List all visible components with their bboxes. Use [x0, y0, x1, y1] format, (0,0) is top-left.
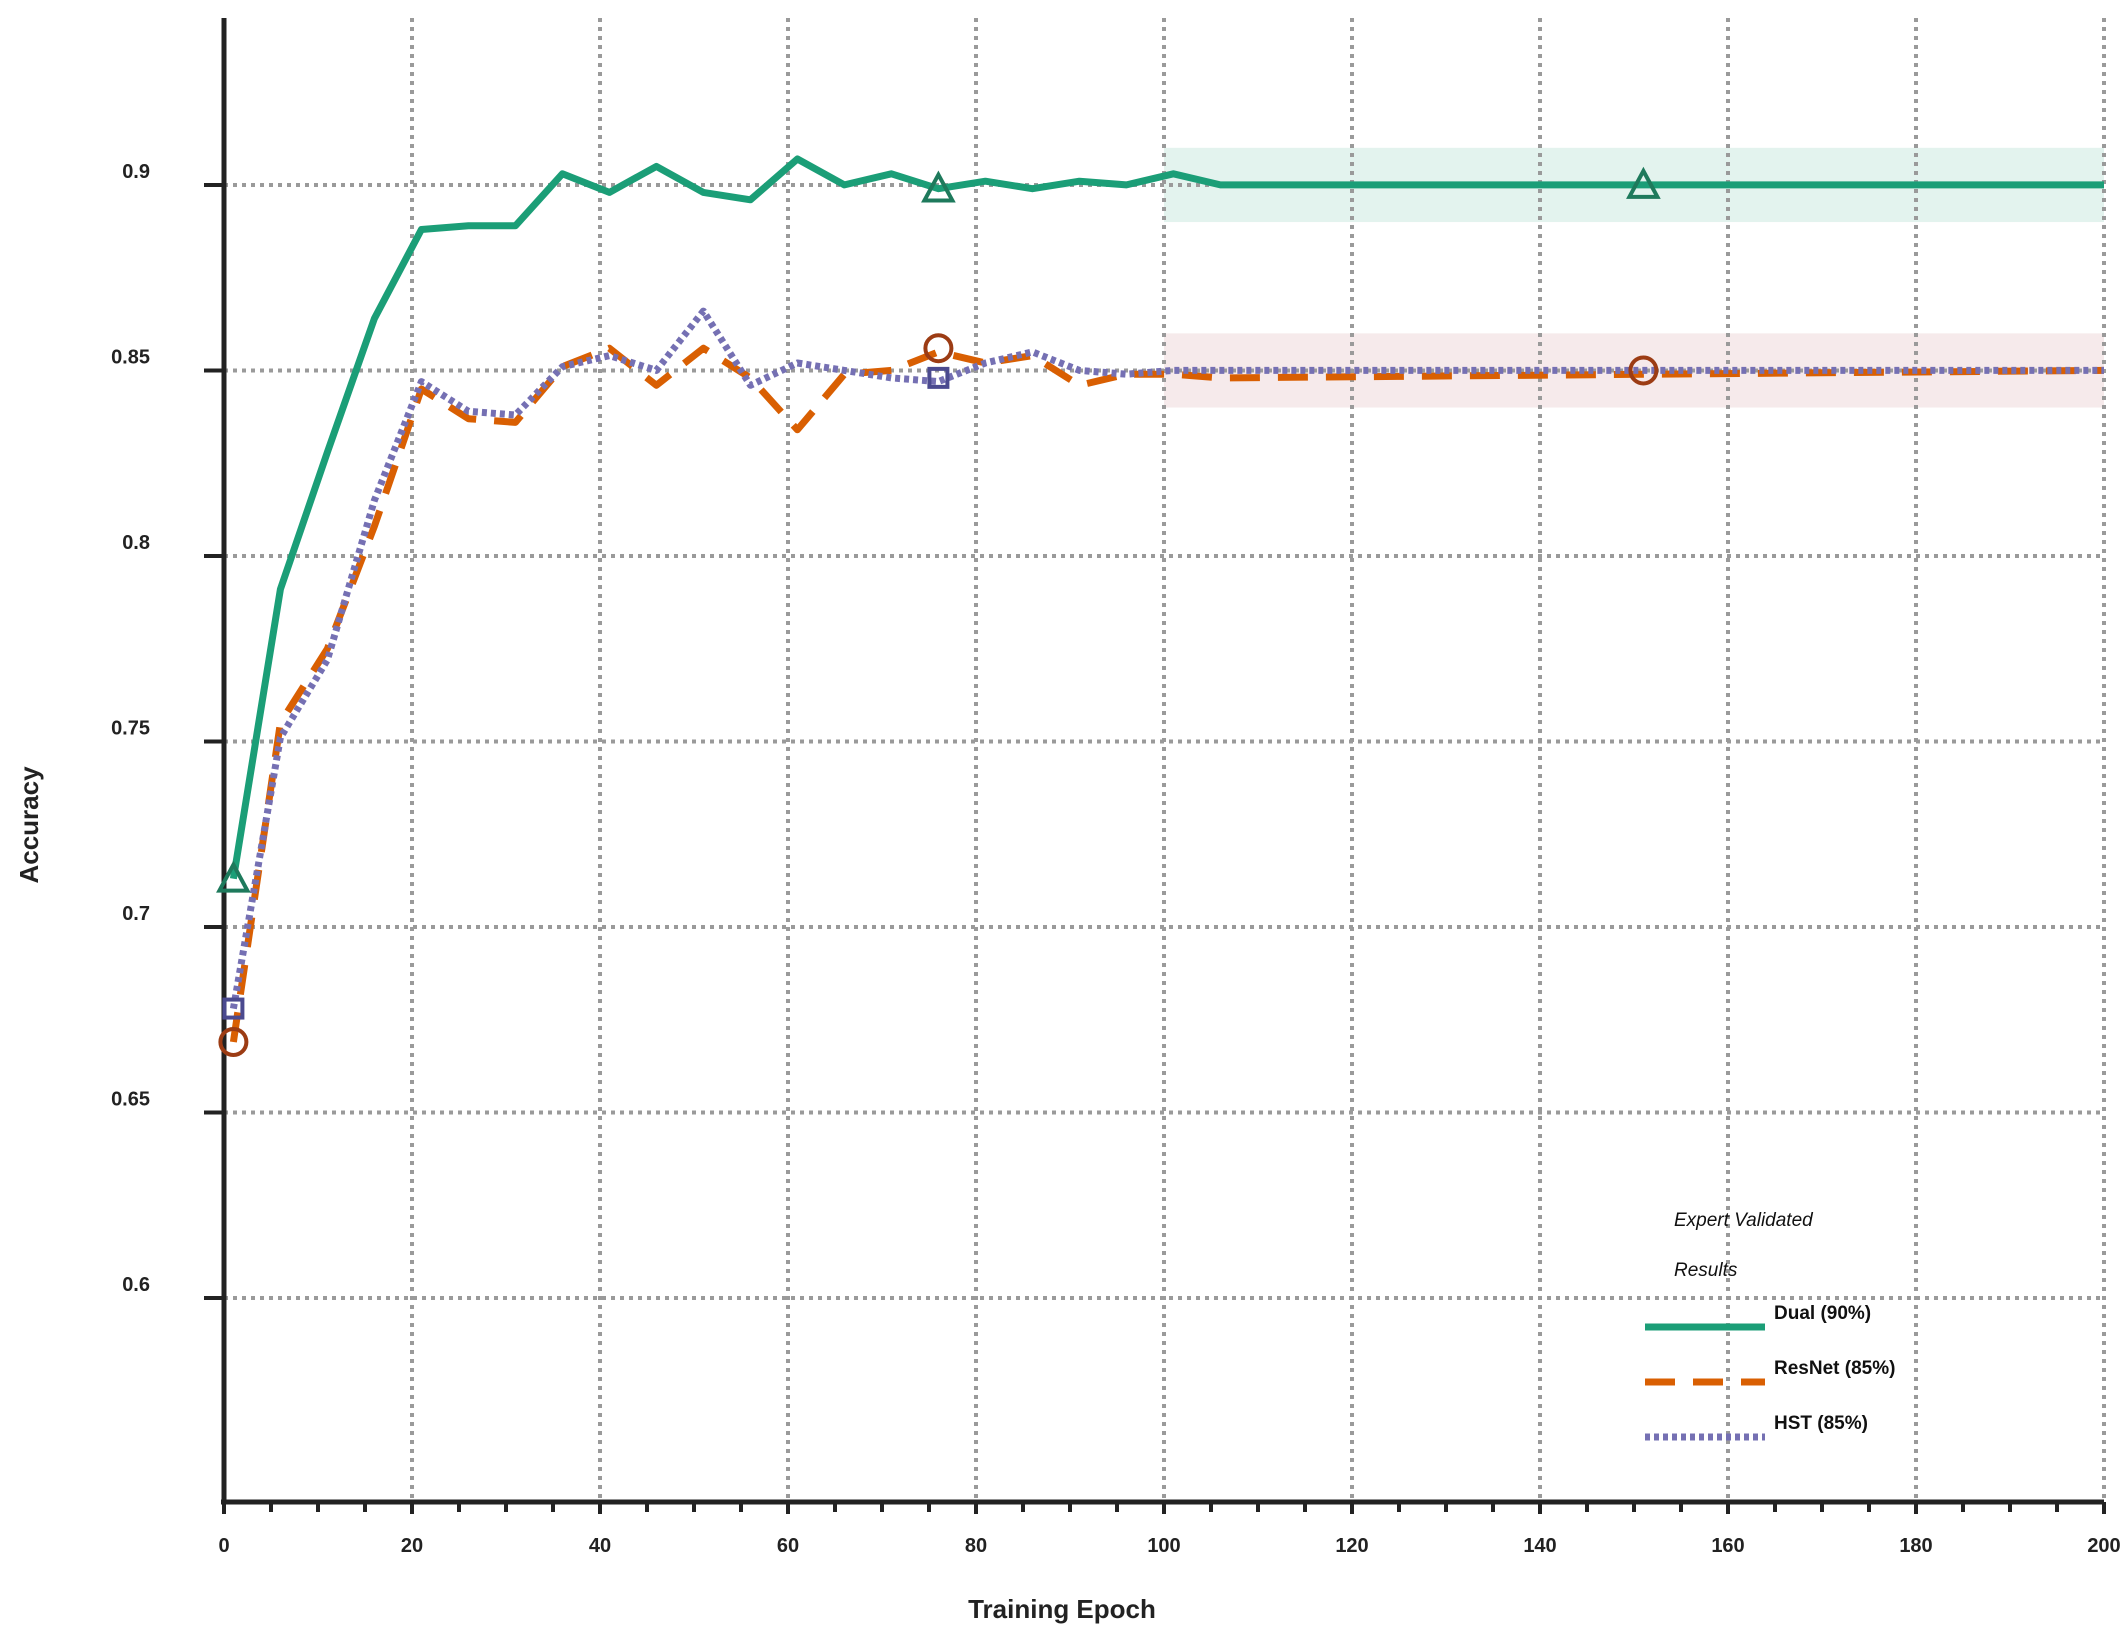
y-tick-label: 0.65: [111, 1088, 150, 1110]
x-tick-label: 160: [1711, 1535, 1744, 1557]
legend-entries: Dual (90%) ResNet (85%) HST (85%): [1645, 1303, 1895, 1437]
x-tick-label: 40: [589, 1535, 611, 1557]
legend-title-line-1: Expert Validated: [1674, 1210, 1814, 1231]
series-lines: [233, 159, 2104, 1042]
y-tick-label: 0.7: [122, 903, 150, 925]
x-tick-label: 20: [401, 1535, 423, 1557]
grid: [224, 18, 2104, 1502]
axes: [204, 18, 2104, 1514]
x-axis-title: Training Epoch: [968, 1594, 1156, 1624]
x-tick-label: 60: [777, 1535, 799, 1557]
x-tick-label: 200: [2087, 1535, 2120, 1557]
legend-label-3: HST (85%): [1774, 1413, 1868, 1434]
y-axis-title: Accuracy: [14, 766, 44, 884]
series-line-1: [233, 159, 2104, 879]
y-tick-label: 0.85: [111, 346, 150, 368]
series-line-2: [233, 348, 2104, 1042]
legend-label-1: Dual (90%): [1774, 1303, 1871, 1324]
legend-title-line-2: Results: [1674, 1260, 1738, 1281]
x-tick-label: 120: [1335, 1535, 1368, 1557]
x-tick-label: 80: [965, 1535, 987, 1557]
series-markers: [219, 171, 1657, 1055]
y-tick-label: 0.6: [122, 1274, 150, 1296]
y-tick-label: 0.75: [111, 717, 150, 739]
y-tick-label: 0.8: [122, 532, 150, 554]
series-line-3: [233, 311, 2104, 1009]
y-tick-label: 0.9: [122, 161, 150, 183]
x-tick-label: 0: [218, 1535, 229, 1557]
x-tick-label: 100: [1147, 1535, 1180, 1557]
series-2-marker: [925, 335, 951, 361]
x-tick-label: 140: [1523, 1535, 1556, 1557]
legend: Expert Validated Results Dual (90%) ResNe…: [1645, 1210, 1895, 1437]
x-tick-label: 180: [1899, 1535, 1932, 1557]
legend-label-2: ResNet (85%): [1774, 1358, 1895, 1379]
